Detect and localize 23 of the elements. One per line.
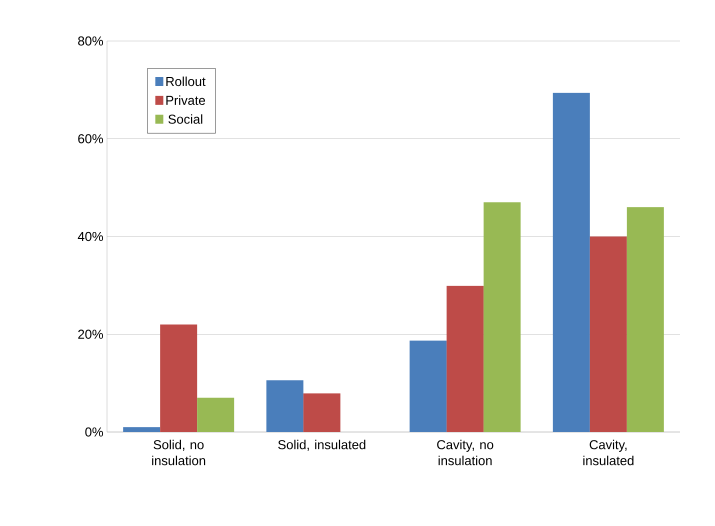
- legend-label: Rollout: [166, 76, 206, 86]
- x-tick-label: Solid, no insulation: [152, 440, 206, 466]
- y-tick-label: 40%: [78, 232, 104, 242]
- bar: [160, 324, 198, 432]
- bar: [197, 398, 234, 432]
- bar: [446, 286, 484, 432]
- bar: [484, 202, 521, 432]
- legend-label: Private: [166, 95, 206, 105]
- y-tick-label: 80%: [78, 36, 104, 46]
- y-tick-label: 20%: [78, 330, 104, 339]
- x-tick-label: Cavity, insulated: [583, 440, 634, 466]
- bar: [590, 236, 627, 432]
- bar: [123, 427, 160, 432]
- bar: [266, 380, 304, 432]
- x-tick-label: Solid, insulated: [278, 440, 366, 451]
- x-tick-label: Cavity, no insulation: [437, 440, 494, 466]
- bar: [552, 92, 590, 432]
- y-tick-label: 0%: [85, 427, 104, 437]
- bar: [410, 340, 447, 432]
- legend-label: Social: [168, 114, 202, 124]
- bar: [303, 393, 340, 432]
- bar: [626, 207, 664, 432]
- y-tick-label: 60%: [78, 134, 104, 144]
